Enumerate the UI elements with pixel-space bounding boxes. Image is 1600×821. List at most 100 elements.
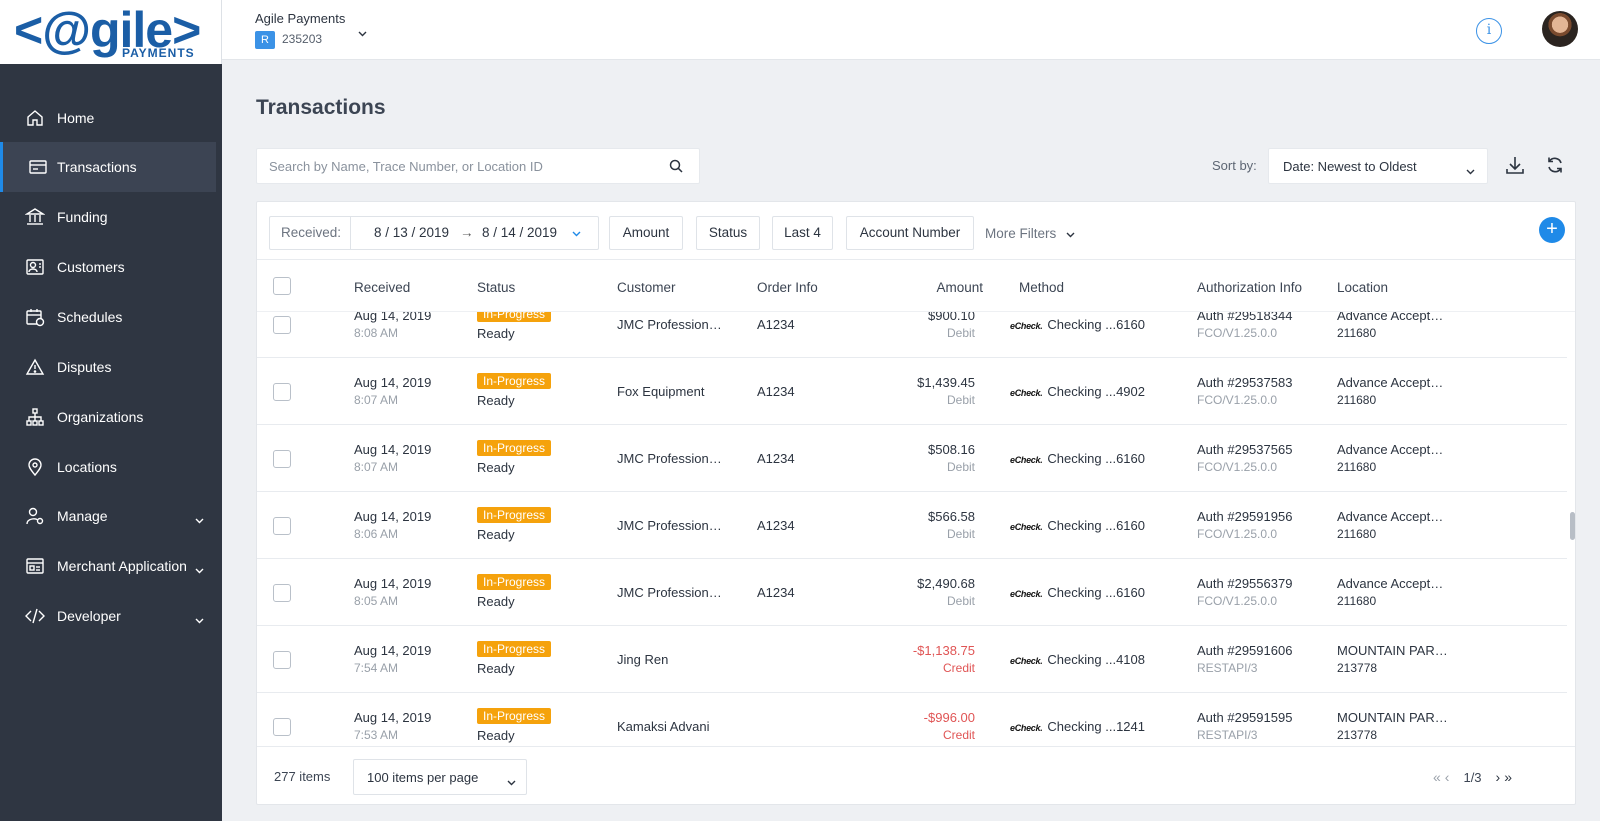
chevron-down-icon: [1066, 232, 1075, 238]
filter-bar: Received: 8 / 13 / 2019 → 8 / 14 / 2019 …: [257, 202, 1575, 260]
sidebar-item-developer[interactable]: Developer: [0, 591, 216, 641]
sort-select[interactable]: Date: Newest to Oldest: [1268, 148, 1488, 184]
status-badge: In-Progress: [477, 312, 552, 322]
last-page-icon[interactable]: »: [1504, 769, 1513, 785]
transactions-card: Received: 8 / 13 / 2019 → 8 / 14 / 2019 …: [256, 201, 1576, 805]
location-name[interactable]: Advance Accept…: [1337, 442, 1444, 457]
echeck-logo: eCheck.: [1010, 723, 1043, 733]
auth-number: Auth #29591595: [1197, 710, 1293, 725]
next-page-icon[interactable]: ›: [1495, 769, 1501, 785]
customers-icon: [24, 256, 46, 278]
org-name: Agile Payments: [255, 11, 346, 26]
sidebar-item-customers[interactable]: Customers: [0, 242, 216, 292]
logo-text: <@gile>: [14, 2, 201, 58]
select-all-checkbox[interactable]: [273, 277, 291, 295]
account-number-filter-button[interactable]: Account Number: [846, 216, 974, 250]
refresh-icon[interactable]: [1546, 156, 1564, 179]
date-from-input[interactable]: 8 / 13 / 2019: [374, 225, 450, 240]
chevron-down-icon[interactable]: [572, 217, 581, 249]
table-row[interactable]: Aug 14, 2019 7:53 AM In-Progress Ready Kamak…: [257, 694, 1567, 746]
customer-name[interactable]: JMC Profession…: [617, 451, 722, 466]
auth-number: Auth #29591956: [1197, 509, 1293, 524]
sidebar-item-home[interactable]: Home: [0, 93, 216, 143]
row-checkbox[interactable]: [273, 517, 291, 535]
location-name[interactable]: Advance Accept…: [1337, 509, 1444, 524]
column-amount[interactable]: Amount: [936, 280, 983, 295]
search-input[interactable]: [257, 149, 657, 183]
first-page-icon[interactable]: «: [1433, 769, 1441, 785]
chevron-down-icon[interactable]: [358, 24, 367, 42]
customer-name[interactable]: Fox Equipment: [617, 384, 705, 399]
column-order-info[interactable]: Order Info: [757, 280, 818, 295]
location-id: 211680: [1337, 460, 1377, 474]
table-row[interactable]: Aug 14, 2019 8:07 AM In-Progress Ready JMC P…: [257, 426, 1567, 492]
echeck-logo: eCheck.: [1010, 388, 1043, 398]
auth-source: FCO/V1.25.0.0: [1197, 594, 1278, 608]
chevron-down-icon: [195, 561, 204, 577]
more-filters-label: More Filters: [985, 226, 1057, 241]
chevron-down-icon: [1466, 163, 1475, 178]
amount-filter-button[interactable]: Amount: [609, 216, 683, 250]
row-checkbox[interactable]: [273, 383, 291, 401]
table-row[interactable]: Aug 14, 2019 7:54 AM In-Progress Ready Jing …: [257, 627, 1567, 693]
column-location[interactable]: Location: [1337, 280, 1389, 295]
column-status[interactable]: Status: [477, 280, 516, 295]
prev-page-icon[interactable]: ‹: [1444, 769, 1450, 785]
home-icon: [24, 107, 46, 129]
download-icon[interactable]: [1504, 154, 1526, 181]
sidebar-item-schedules[interactable]: Schedules: [0, 292, 216, 342]
row-checkbox[interactable]: [273, 450, 291, 468]
table-row[interactable]: Aug 14, 2019 8:05 AM In-Progress Ready JMC P…: [257, 560, 1567, 626]
add-filter-button[interactable]: +: [1539, 217, 1565, 243]
customer-name[interactable]: Jing Ren: [617, 652, 669, 667]
items-per-page-select[interactable]: 100 items per page: [353, 759, 527, 795]
location-name[interactable]: Advance Accept…: [1337, 375, 1444, 390]
sidebar-item-label: Funding: [57, 209, 108, 225]
sidebar-item-locations[interactable]: Locations: [0, 442, 216, 492]
table-row[interactable]: Aug 14, 2019 8:06 AM In-Progress Ready JMC P…: [257, 493, 1567, 559]
payment-method: Checking ...6160: [1047, 317, 1145, 332]
status-badge: In-Progress: [477, 708, 552, 724]
status-filter-button[interactable]: Status: [696, 216, 760, 250]
column-customer[interactable]: Customer: [617, 280, 676, 295]
row-checkbox[interactable]: [273, 316, 291, 334]
column-method[interactable]: Method: [1019, 280, 1065, 295]
card-icon: [27, 156, 49, 178]
avatar[interactable]: [1542, 11, 1578, 47]
brand-logo[interactable]: <@gile> PAYMENTS: [0, 0, 222, 64]
items-count: 277 items: [274, 769, 331, 784]
location-name[interactable]: MOUNTAIN PAR…: [1337, 710, 1448, 725]
org-badge: R: [255, 31, 275, 49]
info-icon[interactable]: i: [1476, 18, 1502, 44]
sidebar-item-transactions[interactable]: Transactions: [0, 142, 216, 192]
more-filters-button[interactable]: More Filters: [985, 226, 1075, 241]
customer-name[interactable]: JMC Profession…: [617, 317, 722, 332]
column-received[interactable]: Received: [354, 280, 411, 295]
location-name[interactable]: MOUNTAIN PAR…: [1337, 643, 1448, 658]
customer-name[interactable]: JMC Profession…: [617, 585, 722, 600]
sidebar-item-disputes[interactable]: Disputes: [0, 342, 216, 392]
customer-name[interactable]: Kamaksi Advani: [617, 719, 710, 734]
search-icon[interactable]: [669, 159, 683, 178]
location-name[interactable]: Advance Accept…: [1337, 576, 1444, 591]
sidebar-item-organizations[interactable]: Organizations: [0, 392, 216, 442]
payment-method: Checking ...1241: [1047, 719, 1145, 734]
sidebar-item-merchant-application[interactable]: Merchant Application: [0, 541, 216, 591]
row-checkbox[interactable]: [273, 718, 291, 736]
payment-method: Checking ...4902: [1047, 384, 1145, 399]
table-row[interactable]: Aug 14, 2019 8:07 AM In-Progress Ready Fox E…: [257, 359, 1567, 425]
table-row[interactable]: Aug 14, 2019 8:08 AM In-Progress Ready JMC P…: [257, 312, 1567, 358]
customer-name[interactable]: JMC Profession…: [617, 518, 722, 533]
scrollbar-thumb[interactable]: [1570, 512, 1575, 540]
arrow-right-icon: →: [460, 225, 474, 240]
column-authorization-info[interactable]: Authorization Info: [1197, 280, 1303, 295]
received-date: Aug 14, 2019: [354, 509, 432, 524]
sidebar-item-manage[interactable]: Manage: [0, 491, 216, 541]
location-name[interactable]: Advance Accept…: [1337, 312, 1444, 323]
date-to-input[interactable]: 8 / 14 / 2019: [482, 225, 558, 240]
last4-filter-button[interactable]: Last 4: [772, 216, 833, 250]
row-checkbox[interactable]: [273, 584, 291, 602]
sidebar-item-funding[interactable]: Funding: [0, 192, 216, 242]
echeck-logo: eCheck.: [1010, 321, 1043, 331]
row-checkbox[interactable]: [273, 651, 291, 669]
